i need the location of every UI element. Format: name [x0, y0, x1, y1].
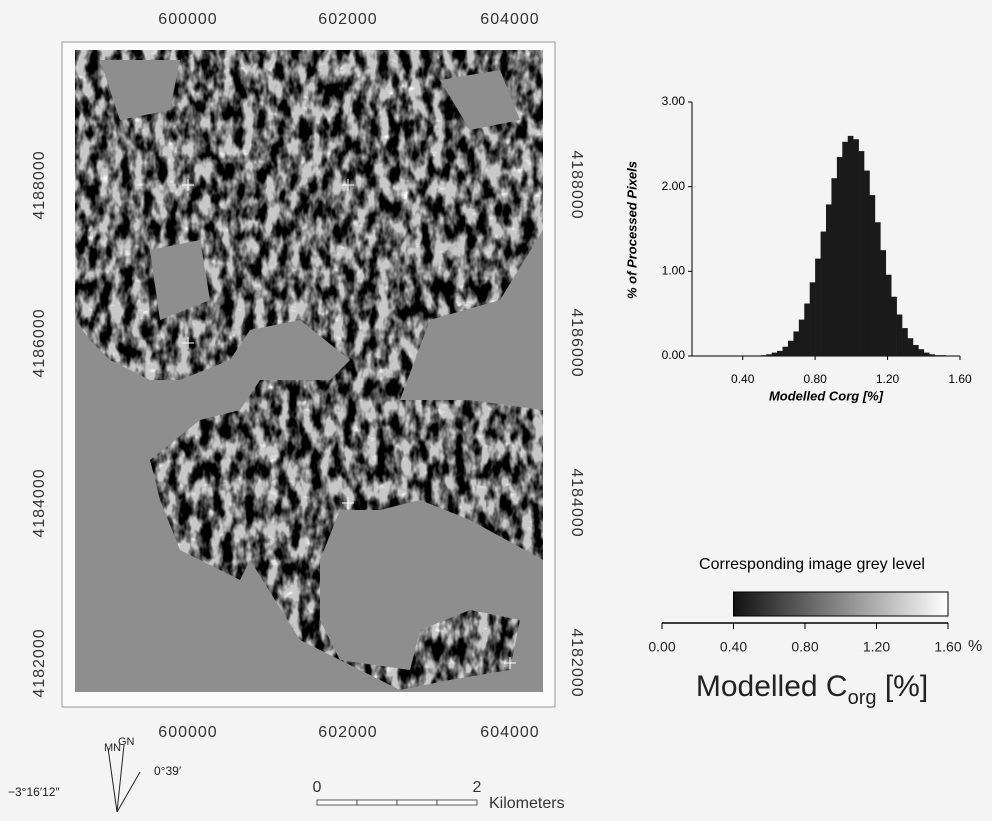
bar — [940, 355, 946, 356]
colorbar-title: Corresponding image grey level — [699, 556, 925, 573]
y-tick-label: 3.00 — [662, 94, 686, 108]
scale-bar — [316, 799, 478, 806]
map-y-label: 4182000 — [31, 628, 48, 697]
colorbar-tick-label: 0.00 — [648, 639, 675, 655]
map-x-label: 602000 — [318, 724, 377, 741]
y-axis-label: % of Processed Pixels — [624, 161, 639, 299]
map-x-label: 600000 — [158, 11, 217, 28]
bar — [777, 350, 783, 356]
map-x-label: 604000 — [480, 724, 539, 741]
colorbar-tick-label: 0.40 — [720, 639, 747, 655]
bar — [891, 296, 897, 356]
map-y-label: 4188000 — [31, 150, 48, 219]
map-y-label: 4186000 — [31, 308, 48, 377]
bar — [923, 352, 930, 356]
map-y-label: 4186000 — [568, 308, 585, 377]
bar — [885, 274, 892, 356]
declination-label: −3°16′12″ — [8, 785, 60, 799]
bar — [831, 178, 838, 356]
gn-label: GN — [118, 736, 135, 748]
colorbar-tick-label: 1.60 — [934, 639, 961, 655]
bar — [847, 135, 854, 356]
bar — [793, 331, 800, 356]
bar — [766, 354, 772, 356]
bar — [804, 303, 811, 356]
colorbar-tick-label: 1.20 — [863, 639, 890, 655]
x-tick-label: 1.60 — [948, 372, 972, 386]
bar — [918, 349, 925, 356]
bar — [880, 250, 887, 356]
y-tick-label: 1.00 — [662, 264, 686, 278]
x-tick-label: 1.20 — [876, 372, 900, 386]
bar — [760, 355, 767, 356]
bar — [836, 157, 843, 356]
bar — [902, 328, 908, 356]
colorbar-label: Modelled Corg [%] — [696, 670, 928, 709]
map-x-label: 600000 — [158, 724, 217, 741]
bar — [771, 352, 778, 356]
map-y-label: 4182000 — [568, 628, 585, 697]
scale-label: 0 — [313, 779, 322, 796]
map-x-label: 602000 — [318, 11, 377, 28]
bar — [787, 340, 794, 356]
bar — [853, 139, 859, 356]
bar — [869, 195, 876, 356]
bar — [809, 282, 816, 356]
x-axis-label: Modelled Corg [%] — [769, 388, 884, 403]
scale-unit: Kilometers — [489, 795, 565, 812]
bar — [896, 314, 903, 356]
y-tick-label: 0.00 — [662, 348, 686, 362]
bar — [907, 338, 914, 356]
grid-crosses — [182, 179, 516, 669]
bar — [842, 141, 849, 356]
bar — [912, 344, 919, 356]
bar — [820, 231, 827, 356]
map-x-label: 604000 — [480, 11, 539, 28]
map-y-label: 4188000 — [568, 150, 585, 219]
scale-label: 2 — [473, 779, 482, 796]
map-y-label: 4184000 — [568, 468, 585, 537]
x-tick-label: 0.80 — [803, 372, 827, 386]
y-tick-label: 2.00 — [662, 179, 686, 193]
colorbar-tick-label: 0.80 — [791, 639, 818, 655]
bar — [858, 151, 865, 356]
bar — [874, 222, 881, 356]
angle-label: 0°39′ — [154, 764, 182, 778]
bar — [934, 355, 941, 356]
map-y-label: 4184000 — [31, 468, 48, 537]
bar — [826, 204, 832, 356]
bar — [798, 319, 805, 356]
label-end: [%] — [876, 670, 928, 703]
colorbar-unit: % — [968, 638, 982, 655]
label-main: Modelled C — [696, 670, 848, 703]
bar — [929, 354, 935, 356]
bar — [815, 258, 821, 356]
masked-area — [100, 60, 520, 320]
bar — [864, 170, 870, 356]
mn-label: MN — [104, 742, 121, 754]
x-tick-label: 0.40 — [731, 372, 755, 386]
bar — [782, 346, 789, 356]
north-arrow — [107, 744, 141, 813]
colorbar-gradient — [733, 591, 949, 617]
label-sub: org — [848, 687, 877, 709]
